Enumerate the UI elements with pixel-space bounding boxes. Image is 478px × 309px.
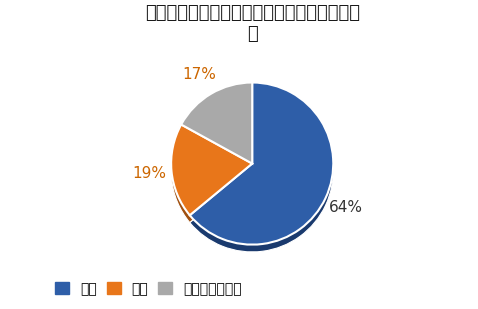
- Text: 19%: 19%: [132, 166, 166, 181]
- Wedge shape: [171, 132, 252, 222]
- Wedge shape: [190, 83, 333, 245]
- Wedge shape: [171, 125, 252, 215]
- Legend: 満足, 不満, どちらでもない: 満足, 不満, どちらでもない: [50, 276, 247, 301]
- Wedge shape: [181, 83, 252, 163]
- Title: ステップワゴンの運転＆走行性能の満足度調
査: ステップワゴンの運転＆走行性能の満足度調 査: [145, 4, 360, 43]
- Text: 64%: 64%: [329, 200, 363, 215]
- Text: 17%: 17%: [183, 67, 217, 82]
- Wedge shape: [190, 90, 333, 252]
- Wedge shape: [181, 90, 252, 171]
